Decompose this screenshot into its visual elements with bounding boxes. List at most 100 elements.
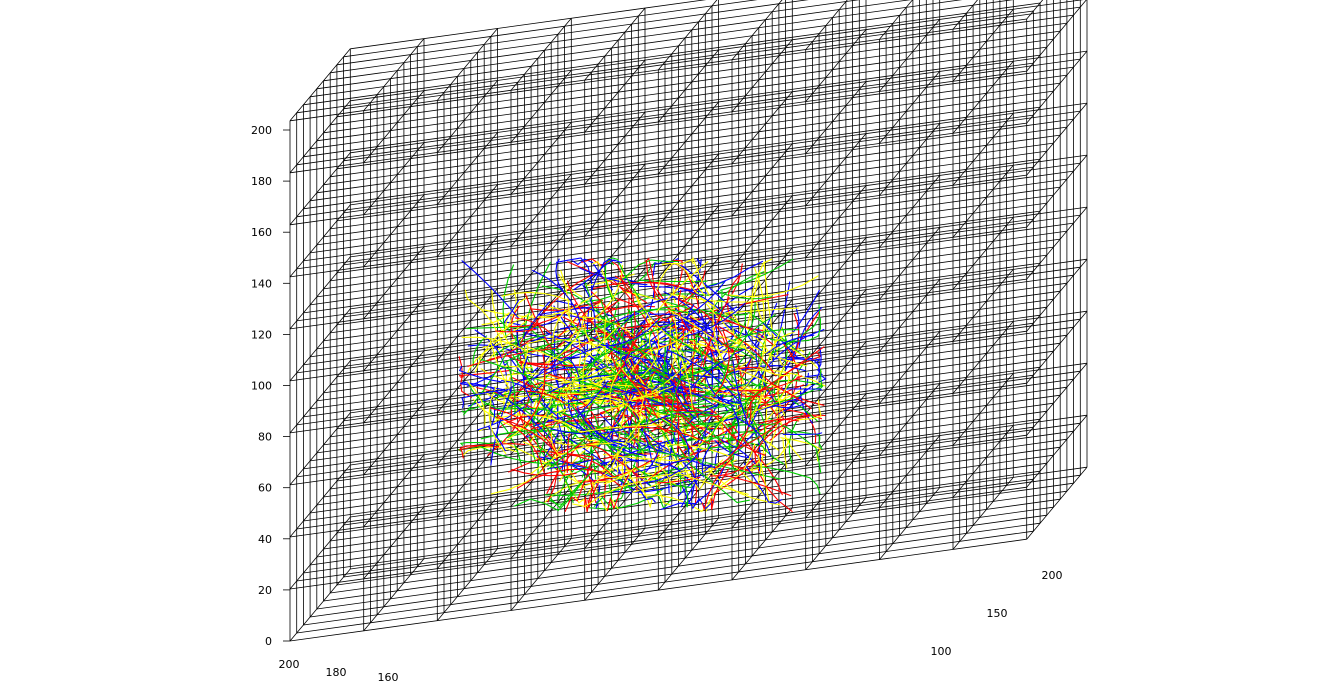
fiber-streamline bbox=[572, 478, 656, 507]
fiber-streamline bbox=[635, 422, 723, 456]
fiber-streamline bbox=[608, 445, 703, 462]
grid-line bbox=[879, 383, 941, 456]
fiber-streamline bbox=[732, 427, 750, 464]
fiber-streamline bbox=[744, 329, 763, 352]
fiber-streamline bbox=[503, 299, 519, 323]
grid-line bbox=[731, 195, 793, 269]
fiber-streamline bbox=[678, 445, 698, 504]
grid-line bbox=[584, 7, 646, 81]
fiber-streamline bbox=[568, 299, 604, 324]
fiber-streamline bbox=[689, 357, 724, 369]
fiber-streamline bbox=[713, 401, 752, 470]
fiber-streamline bbox=[604, 313, 640, 331]
fiber-streamline bbox=[722, 370, 760, 406]
grid-line bbox=[731, 143, 793, 217]
fiber-streamline bbox=[498, 392, 586, 398]
fiber-streamline bbox=[602, 432, 640, 473]
fiber-streamline bbox=[538, 393, 581, 429]
fiber-streamline bbox=[616, 310, 636, 375]
fiber-streamline bbox=[600, 343, 671, 362]
fiber-streamline bbox=[547, 458, 597, 470]
z-tick-label: 80 bbox=[258, 431, 272, 444]
fiber-streamline bbox=[524, 346, 555, 400]
fiber-streamline bbox=[550, 402, 584, 407]
fiber-streamline bbox=[461, 260, 520, 320]
fiber-streamline bbox=[666, 344, 696, 420]
fiber-streamline bbox=[539, 304, 613, 338]
fiber-streamline bbox=[669, 323, 696, 373]
fiber-streamline bbox=[619, 391, 657, 437]
fiber-streamline bbox=[728, 365, 782, 391]
z-tick-label: 0 bbox=[265, 635, 272, 648]
fiber-streamline bbox=[576, 380, 609, 418]
fiber-streamline bbox=[506, 361, 516, 418]
fiber-streamline bbox=[680, 270, 706, 304]
fiber-streamline bbox=[748, 369, 826, 387]
grid-line bbox=[731, 403, 793, 477]
grid-line bbox=[350, 0, 707, 50]
grid-line bbox=[731, 0, 783, 60]
fiber-streamline bbox=[774, 376, 798, 417]
fiber-streamline bbox=[522, 301, 550, 339]
fiber-streamline bbox=[545, 371, 575, 379]
fiber-streamline bbox=[581, 328, 617, 362]
fiber-streamline bbox=[793, 400, 818, 422]
fiber-streamline bbox=[581, 258, 625, 278]
grid-line bbox=[805, 0, 848, 50]
fiber-streamline bbox=[510, 305, 520, 340]
fiber-streamline bbox=[729, 432, 737, 475]
grid-line bbox=[363, 38, 425, 111]
fiber-streamline bbox=[557, 460, 583, 501]
fiber-streamline bbox=[641, 326, 660, 378]
fiber-streamline bbox=[612, 479, 690, 493]
fiber-streamline bbox=[666, 410, 712, 413]
fiber-streamline bbox=[464, 289, 505, 354]
grid-line bbox=[436, 496, 498, 569]
fiber-streamline bbox=[661, 262, 706, 296]
grid-line bbox=[657, 49, 719, 123]
fiber-streamline bbox=[775, 403, 806, 409]
fiber-streamline bbox=[472, 335, 488, 368]
fiber-streamline bbox=[787, 430, 823, 450]
fiber-streamline bbox=[551, 339, 574, 370]
fiber-streamline bbox=[459, 381, 489, 387]
fiber-streamline bbox=[750, 258, 773, 321]
fiber-streamline bbox=[579, 316, 637, 338]
fiber-streamline bbox=[709, 310, 748, 316]
fiber-streamline bbox=[635, 385, 674, 399]
fiber-streamline bbox=[649, 313, 714, 333]
fiber-streamline bbox=[626, 403, 642, 452]
fiber-streamline bbox=[490, 445, 562, 495]
fiber-streamline bbox=[574, 341, 613, 381]
grid-line bbox=[1026, 362, 1088, 436]
grid-line bbox=[363, 558, 425, 632]
fiber-streamline bbox=[642, 448, 702, 484]
fiber-streamline bbox=[713, 458, 761, 495]
fiber-streamline bbox=[504, 407, 576, 418]
grid-line bbox=[510, 18, 572, 91]
fiber-streamline bbox=[645, 406, 733, 418]
fiber-streamline bbox=[667, 362, 726, 398]
fiber-streamline bbox=[656, 258, 694, 290]
fiber-streamline bbox=[772, 351, 811, 406]
grid-line bbox=[1026, 310, 1088, 384]
fiber-streamline bbox=[760, 333, 772, 395]
fiber-streamline bbox=[468, 382, 496, 408]
grid-line bbox=[657, 153, 719, 227]
fiber-streamline bbox=[582, 284, 596, 333]
fiber-streamline bbox=[458, 356, 472, 398]
fiber-streamline bbox=[640, 429, 725, 471]
grid-line bbox=[289, 100, 351, 174]
fiber-streamline bbox=[708, 384, 805, 397]
fiber-streamline bbox=[624, 329, 643, 355]
fiber-streamline bbox=[640, 364, 730, 389]
fiber-streamline bbox=[541, 447, 574, 504]
grid-line bbox=[879, 19, 941, 92]
fiber-streamline bbox=[458, 443, 526, 451]
fiber-streamline bbox=[540, 387, 553, 422]
fiber-streamline bbox=[638, 481, 654, 509]
fiber-streamline bbox=[617, 386, 709, 397]
fiber-streamline bbox=[624, 426, 711, 445]
grid-line bbox=[363, 90, 425, 163]
